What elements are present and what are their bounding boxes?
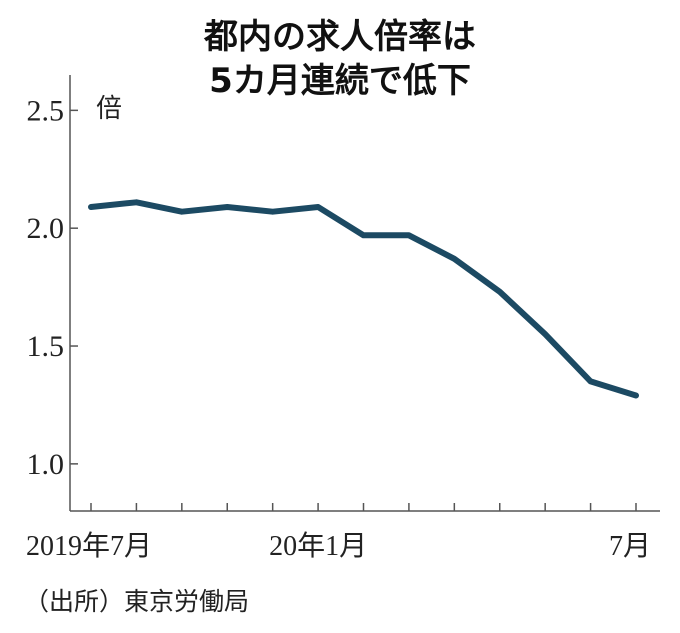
x-tick-label: 2019年7月 [26,530,152,562]
x-tick-labels: 2019年7月 20年1月 7月 [26,530,651,562]
y-tick-label: 1.5 [27,330,65,363]
y-tick-labels: 1.0 1.5 2.0 2.5 [27,94,65,481]
plot-area [88,199,639,399]
y-tick-label: 2.0 [27,212,65,245]
y-tick-label: 1.0 [27,448,65,481]
chart-subtitle: 5カ月連続で低下 [209,61,471,101]
source-note: （出所）東京労働局 [24,587,249,616]
x-tick-label: 20年1月 [269,530,367,562]
series-line [88,199,639,399]
y-tick-label: 2.5 [27,94,65,127]
chart-title: 都内の求人倍率は [203,17,476,57]
x-tick-label: 7月 [609,531,651,562]
axes [69,75,660,512]
y-axis-unit-label: 倍 [96,94,122,124]
